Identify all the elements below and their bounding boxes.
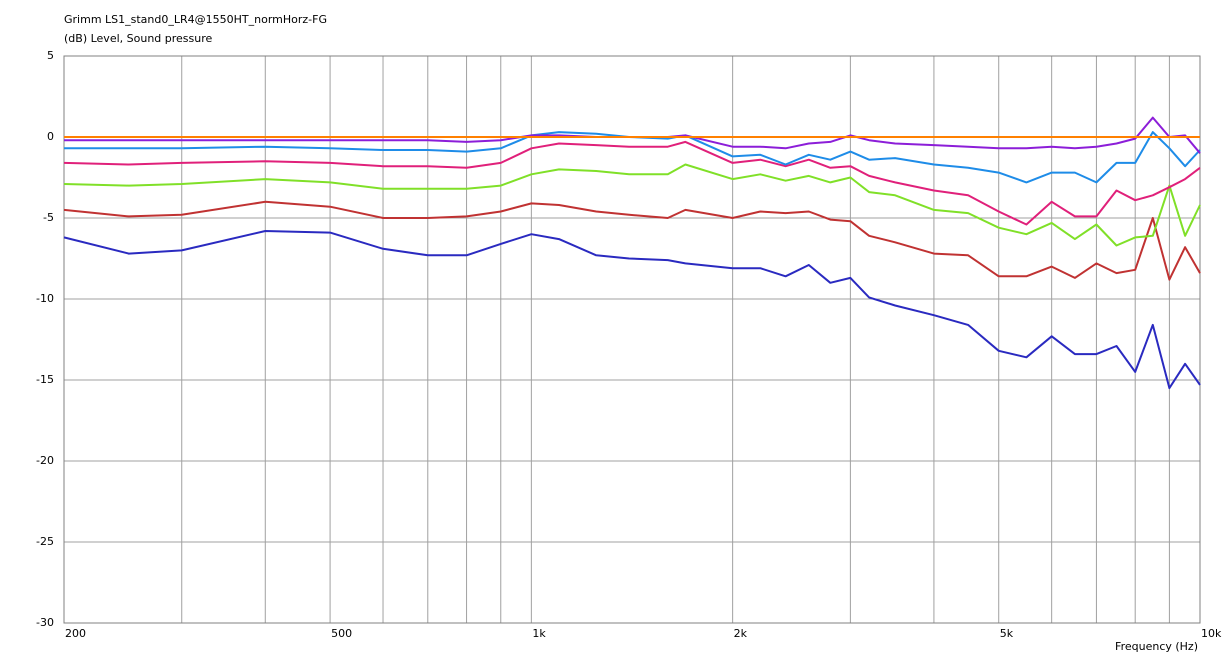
y-tick-label: -15 (36, 373, 54, 386)
chart-title: Grimm LS1_stand0_LR4@1550HT_normHorz-FG (64, 13, 327, 26)
y-tick-label: 0 (47, 130, 54, 143)
y-tick-label: -10 (36, 292, 54, 305)
series-line (63, 140, 1201, 226)
y-tick-label: -20 (36, 454, 54, 467)
y-tick-label: 5 (47, 49, 54, 62)
series-line (64, 131, 1201, 184)
y-axis-label: (dB) Level, Sound pressure (64, 32, 213, 45)
x-tick-label: 1k (532, 627, 546, 640)
x-tick-label: 2k (734, 627, 748, 640)
series-line (63, 230, 1201, 390)
plot-frame (63, 55, 1201, 624)
series-line (63, 163, 1201, 247)
y-tick-label: -5 (43, 211, 54, 224)
x-tick-label: 5k (1000, 627, 1014, 640)
series-line (64, 116, 1201, 154)
y-tick-label: -25 (36, 535, 54, 548)
x-tick-label: 10k (1201, 627, 1222, 640)
x-tick-label: 500 (331, 627, 352, 640)
series-line (63, 200, 1201, 281)
x-axis-label: Frequency (Hz) (1115, 640, 1198, 653)
y-tick-label: -30 (36, 616, 54, 629)
x-tick-label: 200 (65, 627, 86, 640)
